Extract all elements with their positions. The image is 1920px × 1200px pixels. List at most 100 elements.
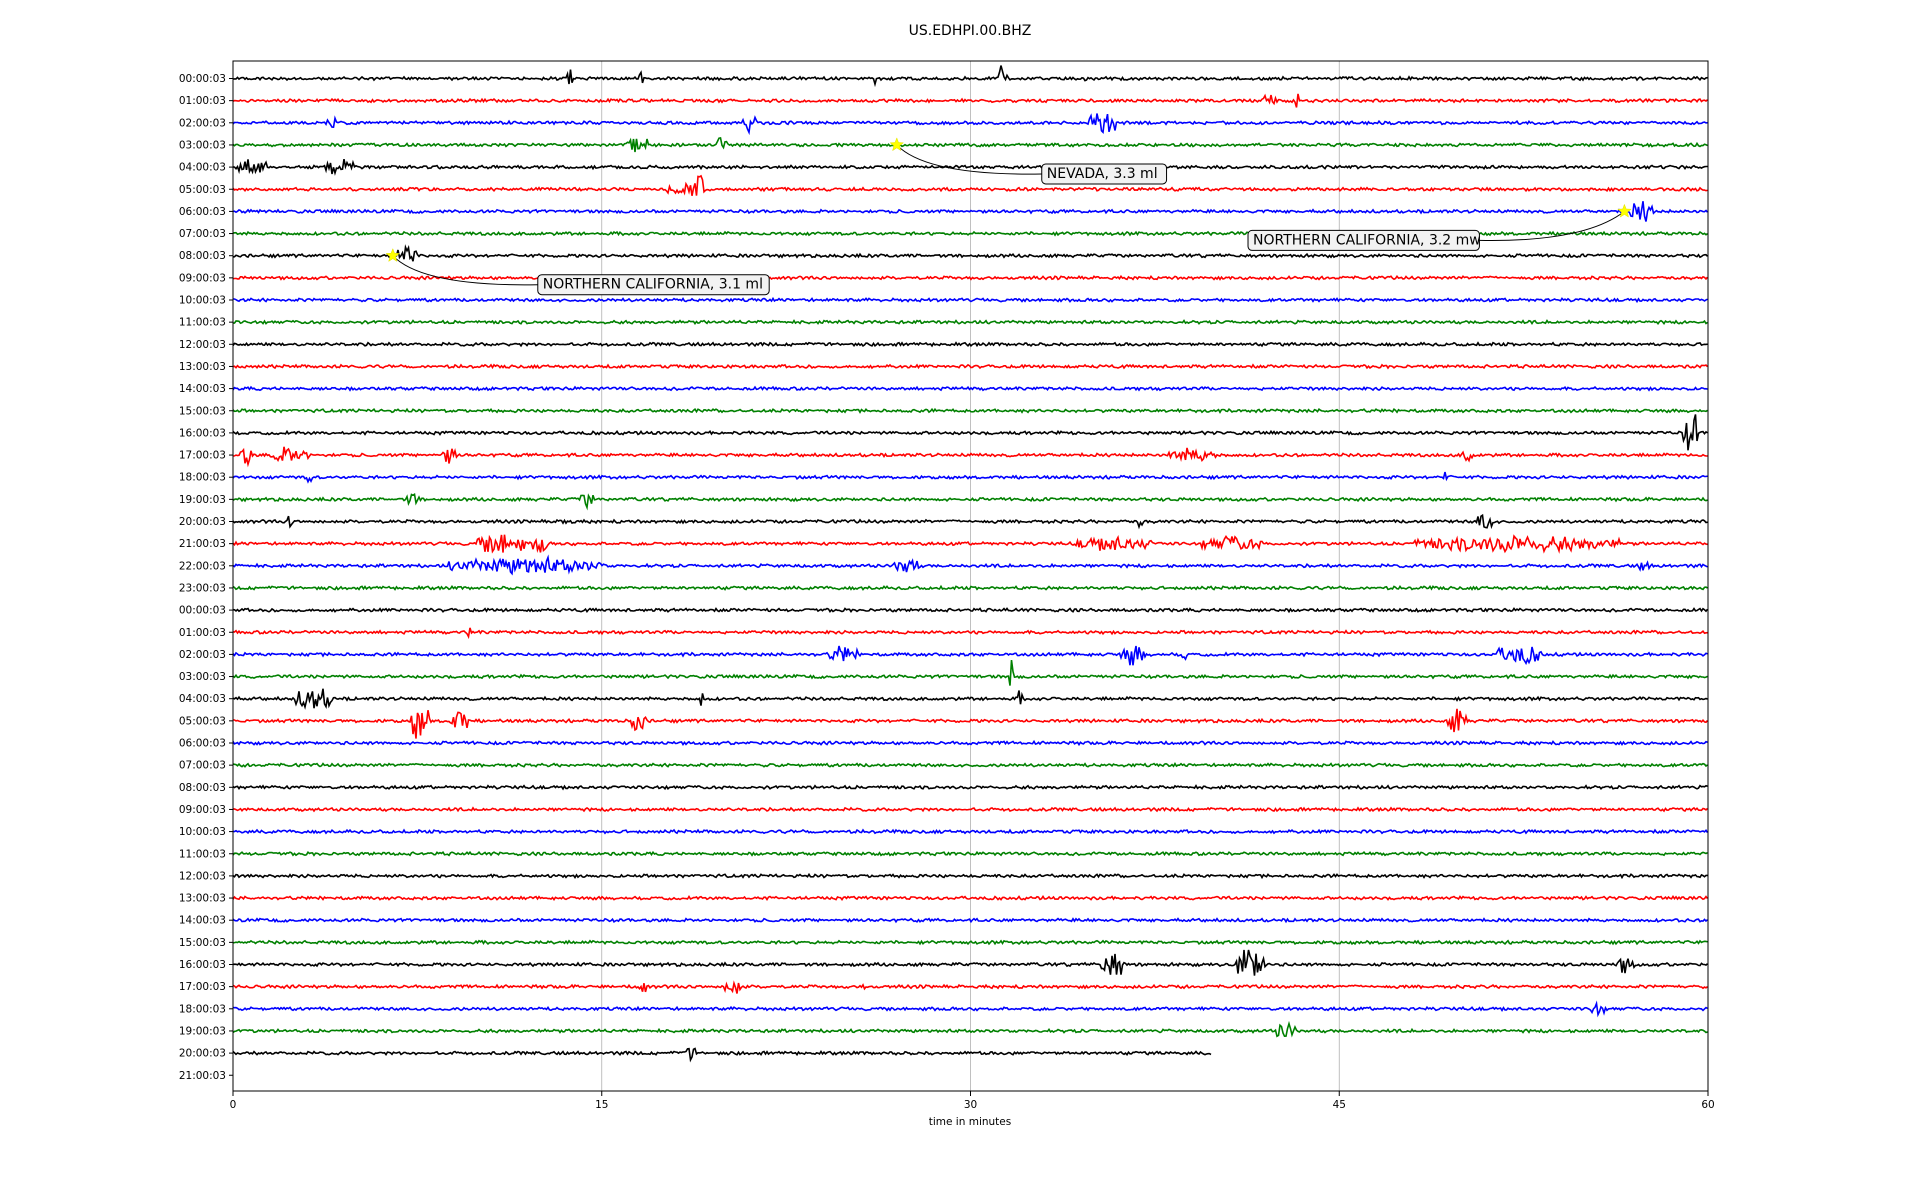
annotation-label: NORTHERN CALIFORNIA, 3.2 mw [1253, 232, 1481, 248]
trace-line [232, 174, 1708, 196]
trace-line [232, 828, 1709, 835]
trace-line [232, 113, 1708, 136]
trace-line [232, 158, 1708, 176]
x-tick-label: 15 [595, 1099, 608, 1111]
trace-line [232, 471, 1708, 484]
chart-title: US.EDHPI.00.BHZ [909, 23, 1032, 39]
trace-line [232, 385, 1708, 392]
trace-line [232, 244, 1709, 262]
trace-line [232, 1020, 1708, 1038]
y-tick-label: 19:00:03 [179, 1025, 226, 1037]
trace-line [232, 659, 1708, 686]
y-tick-label: 17:00:03 [179, 981, 226, 993]
trace-line [232, 739, 1708, 747]
y-tick-label: 01:00:03 [179, 627, 226, 639]
trace-line [232, 627, 1708, 640]
x-tick-label: 30 [964, 1099, 977, 1111]
event-annotation: NORTHERN CALIFORNIA, 3.2 mw [1247, 203, 1632, 251]
trace-line [232, 784, 1708, 791]
y-tick-label: 14:00:03 [179, 383, 226, 395]
y-tick-label: 13:00:03 [179, 893, 226, 905]
annotation-label: NORTHERN CALIFORNIA, 3.1 ml [543, 277, 763, 293]
trace-line [233, 296, 1708, 304]
y-tick-label: 11:00:03 [179, 317, 226, 329]
y-tick-label: 09:00:03 [179, 804, 226, 816]
y-tick-label: 20:00:03 [179, 1048, 226, 1060]
y-tick-label: 08:00:03 [179, 250, 226, 262]
trace-line [232, 980, 1708, 994]
y-tick-label: 10:00:03 [179, 295, 226, 307]
seismic-traces [232, 65, 1709, 1063]
trace-line [232, 939, 1708, 946]
y-tick-label: 18:00:03 [179, 472, 226, 484]
y-tick-label: 06:00:03 [179, 206, 226, 218]
annotation-connector [392, 255, 538, 286]
trace-line [232, 414, 1708, 451]
y-tick-label: 02:00:03 [179, 649, 226, 661]
trace-line [232, 917, 1709, 924]
grid-lines [601, 61, 1340, 1091]
x-axis-label: time in minutes [929, 1116, 1011, 1128]
trace-line [232, 607, 1709, 614]
y-tick-label: 05:00:03 [179, 715, 226, 727]
trace-line [232, 446, 1708, 468]
trace-line [232, 534, 1708, 554]
trace-line [232, 363, 1709, 370]
y-tick-label: 23:00:03 [179, 582, 226, 594]
y-tick-label: 06:00:03 [179, 738, 226, 750]
event-annotation: NEVADA, 3.3 ml [889, 137, 1168, 185]
y-tick-label: 01:00:03 [179, 95, 226, 107]
y-tick-label: 10:00:03 [179, 826, 226, 838]
y-tick-label: 13:00:03 [179, 361, 226, 373]
y-tick-label: 18:00:03 [179, 1003, 226, 1015]
x-tick-label: 0 [230, 1099, 237, 1111]
x-tick-label: 45 [1333, 1099, 1346, 1111]
trace-line [232, 274, 1709, 281]
y-tick-label: 04:00:03 [179, 693, 226, 705]
x-ticks: 0 15 30 45 60 [230, 1091, 1715, 1111]
y-tick-label: 14:00:03 [179, 915, 226, 927]
trace-line [232, 201, 1709, 222]
y-tick-label: 15:00:03 [179, 937, 226, 949]
y-tick-label: 16:00:03 [179, 959, 226, 971]
trace-line [232, 1047, 1212, 1063]
annotation-connector [896, 144, 1042, 175]
trace-line [232, 894, 1709, 901]
y-tick-label: 00:00:03 [179, 605, 226, 617]
y-tick-label: 05:00:03 [179, 184, 226, 196]
y-tick-label: 19:00:03 [179, 494, 226, 506]
y-tick-label: 07:00:03 [179, 228, 226, 240]
y-tick-label: 03:00:03 [179, 671, 226, 683]
annotation-label: NEVADA, 3.3 ml [1047, 166, 1158, 182]
trace-line [233, 708, 1709, 739]
trace-line [232, 1000, 1708, 1018]
event-star-marker [385, 248, 401, 262]
trace-line [232, 688, 1708, 710]
y-tick-label: 11:00:03 [179, 848, 226, 860]
y-tick-label: 16:00:03 [179, 427, 226, 439]
y-tick-label: 12:00:03 [179, 870, 226, 882]
y-tick-label: 08:00:03 [179, 782, 226, 794]
trace-line [232, 762, 1708, 768]
y-tick-label: 07:00:03 [179, 760, 226, 772]
y-tick-label: 21:00:03 [179, 538, 226, 550]
event-star-marker [1617, 203, 1632, 218]
y-tick-label: 09:00:03 [179, 272, 226, 284]
y-tick-label: 22:00:03 [179, 560, 226, 572]
trace-line [232, 407, 1708, 414]
trace-line [232, 645, 1708, 666]
y-tick-label: 04:00:03 [179, 162, 226, 174]
trace-line [232, 319, 1708, 326]
trace-line [232, 65, 1708, 88]
trace-line [232, 584, 1708, 591]
event-annotation: NORTHERN CALIFORNIA, 3.1 ml [385, 248, 770, 296]
trace-line [232, 341, 1708, 348]
trace-line [232, 93, 1708, 108]
y-tick-label: 17:00:03 [179, 450, 226, 462]
trace-line [232, 493, 1708, 511]
trace-line [232, 949, 1709, 976]
y-tick-label: 03:00:03 [179, 139, 226, 151]
y-tick-label: 02:00:03 [179, 117, 226, 129]
event-star-marker [889, 137, 905, 152]
